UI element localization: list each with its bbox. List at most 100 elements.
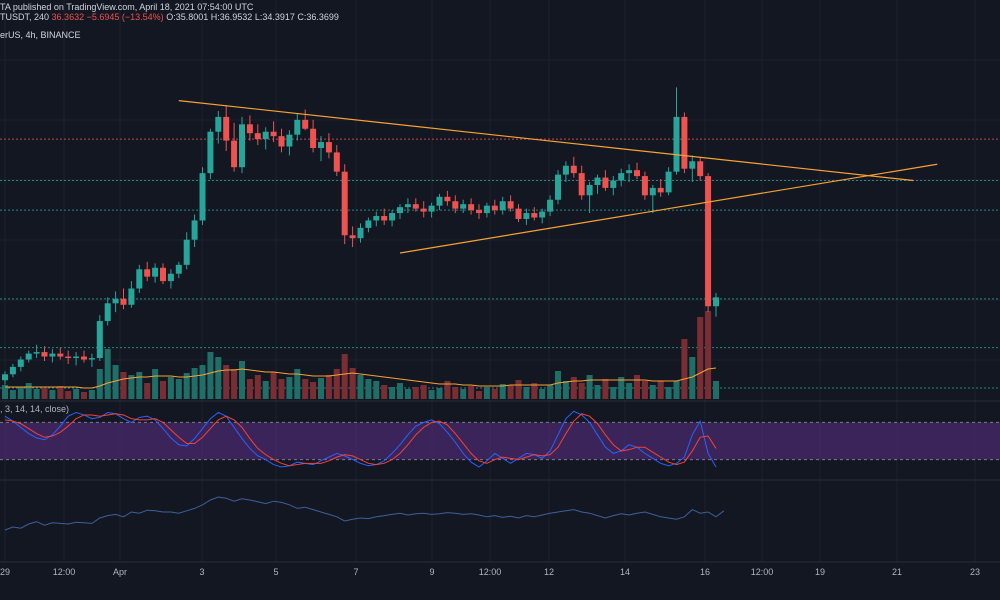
candle-body [325, 142, 332, 153]
candle-body [9, 366, 16, 375]
volume-bar [665, 387, 672, 399]
volume-bar [626, 383, 633, 399]
volume-bar [341, 354, 348, 399]
volume-bar [286, 377, 293, 399]
candle-body [175, 264, 182, 274]
volume-bar [452, 387, 459, 399]
volume-bar [420, 385, 427, 399]
candle-body [57, 353, 64, 357]
volume-bar [697, 317, 704, 399]
price-value: 36.3632 [51, 12, 85, 22]
candle-body [73, 356, 80, 359]
trendlines[interactable] [178, 100, 938, 254]
candlesticks [2, 87, 719, 385]
candle-body [152, 267, 159, 277]
candle-body [657, 187, 664, 193]
candle-body [239, 124, 245, 168]
volume-bar [246, 379, 253, 399]
candle-body [562, 165, 569, 175]
volume-bar [310, 382, 317, 399]
stoch-d-line [4, 413, 717, 467]
volume-bar [562, 381, 569, 399]
candle-body [160, 267, 166, 282]
candle-body [468, 204, 475, 211]
volume-bar [33, 389, 40, 399]
candle-body [444, 196, 451, 202]
candle-body [25, 353, 32, 360]
candle-body [641, 176, 648, 196]
candle-body [673, 116, 680, 172]
candle-body [49, 353, 56, 357]
volume-bar [104, 349, 111, 399]
candle-body [389, 213, 396, 221]
volume-bar [594, 385, 601, 399]
volume-bar [49, 390, 56, 399]
candle-body [41, 352, 48, 357]
symbol-label: TUSDT, 240 [0, 12, 50, 22]
candle-body [136, 269, 143, 289]
time-axis-label: 7 [353, 567, 358, 577]
volume-bar [231, 369, 238, 399]
volume-bar [673, 381, 680, 399]
candle-body [705, 176, 712, 307]
volume-bar [531, 383, 538, 399]
volume-bar [73, 389, 80, 399]
volume-bar [207, 352, 214, 399]
volume-bar [223, 365, 230, 399]
time-axis[interactable]: 29 12:00 Apr 3 5 7 9 12:00 12 14 16 12:00 19 21 23 [0, 567, 980, 577]
volume-bar [539, 389, 546, 399]
candle-body [476, 210, 482, 214]
volume-bar [634, 375, 640, 399]
volume-bar [2, 385, 8, 399]
volume-bar [610, 387, 617, 399]
volume-bar [160, 381, 166, 399]
volume-bar [215, 357, 222, 399]
candle-body [531, 213, 538, 218]
trendline-lower [399, 163, 938, 254]
ohlc-close: C:36.3699 [297, 12, 339, 22]
volume-bar [302, 379, 309, 399]
candle-body [626, 170, 633, 174]
candle-body [17, 359, 24, 367]
volume-bar [278, 379, 285, 399]
volume-bar [460, 389, 467, 399]
candle-body [499, 201, 506, 211]
volume-bar [547, 385, 554, 399]
volume-bar [136, 372, 143, 399]
volume-bar [404, 389, 411, 399]
volume-bar [325, 375, 332, 399]
chart-header: TA published on TradingView.com, April 1… [0, 0, 1000, 40]
volume-bar [578, 383, 585, 399]
candle-body [412, 204, 419, 209]
time-axis-label: 23 [970, 567, 980, 577]
time-axis-label: 16 [700, 567, 710, 577]
candle-body [81, 356, 87, 360]
candle-body [404, 204, 411, 208]
volume-bar [191, 368, 198, 399]
volume-bar [9, 390, 16, 399]
time-axis-label: 14 [620, 567, 630, 577]
header-line: TA published on TradingView.com, April 1… [0, 2, 339, 22]
candle-body [357, 227, 364, 239]
candle-body [491, 205, 498, 211]
volume-bar [349, 368, 356, 399]
ohlc-open: O:35.8001 [166, 12, 209, 22]
candle-body [602, 177, 609, 188]
volume-bar [444, 381, 451, 399]
volume-bar [365, 379, 372, 399]
lower-indicator-line [4, 496, 725, 531]
volume-bar [17, 387, 24, 399]
candle-body [183, 239, 190, 265]
volume-bar [523, 387, 530, 399]
volume-bar [689, 357, 696, 399]
price-change: −5.6945 (−13.54%) [86, 12, 164, 22]
volume-ma-line [5, 367, 717, 389]
volume-bar [254, 375, 261, 399]
volume-bar [641, 381, 648, 399]
volume-bar [128, 375, 135, 399]
volume-bar [602, 379, 609, 399]
candle-body [191, 220, 198, 240]
volume-bar [483, 387, 490, 399]
candle-body [618, 173, 625, 181]
